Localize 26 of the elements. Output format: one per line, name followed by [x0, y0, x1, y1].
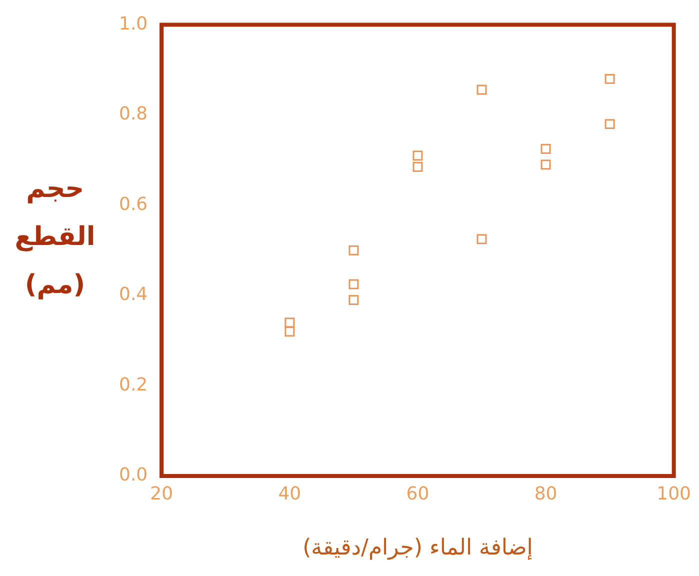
point [348, 245, 359, 256]
point [412, 162, 423, 172]
y-tick-label: 0.8 [118, 104, 148, 125]
x-axis-title: إضافة الماء (جرام/دقيقة) [302, 536, 533, 561]
x-tick-label: 20 [150, 483, 174, 504]
y-tick-label: 0.6 [118, 194, 148, 215]
y-tick-label: 1.0 [118, 13, 148, 34]
point [476, 234, 487, 244]
x-tick-label: 60 [406, 483, 430, 504]
point [412, 150, 423, 161]
point [348, 295, 359, 306]
y-tick-label: 0.4 [118, 284, 148, 306]
point [284, 326, 295, 337]
y-tick-label: 0.0 [118, 464, 148, 486]
x-tick-label: 80 [534, 483, 558, 504]
point [348, 279, 359, 290]
point [604, 119, 615, 130]
y-tick-label: 0.2 [118, 374, 148, 396]
point [284, 318, 295, 328]
point [604, 74, 615, 84]
y-axis-title: حجم القطع (مم) [14, 174, 96, 300]
point [540, 160, 551, 170]
x-tick-label: 40 [278, 483, 302, 504]
x-tick-label: 100 [656, 483, 691, 504]
point [476, 84, 487, 95]
point [540, 144, 551, 154]
